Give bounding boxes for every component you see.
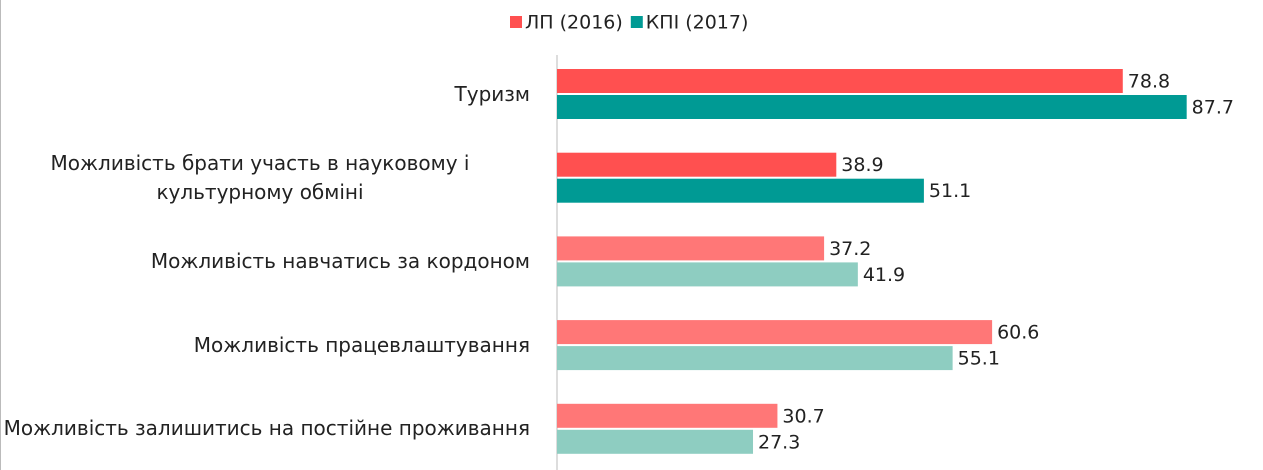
value-label: 51.1 <box>929 180 971 202</box>
bar <box>557 262 858 287</box>
value-label: 27.3 <box>758 431 800 453</box>
legend-swatch <box>510 16 522 28</box>
category-label: Можливість брати участь в науковому і ку… <box>50 150 470 204</box>
value-label: 30.7 <box>782 405 824 427</box>
bar <box>557 346 953 371</box>
legend-swatch <box>630 16 643 28</box>
bar <box>557 178 924 203</box>
category-label-box: Туризм <box>0 54 530 134</box>
value-label: 87.7 <box>1192 97 1234 119</box>
value-label: 78.8 <box>1128 71 1170 93</box>
category-label: Можливість навчатись за кордоном <box>150 248 530 273</box>
category-label-box: Можливість брати участь в науковому і ку… <box>0 138 530 218</box>
bar <box>557 152 837 177</box>
bar <box>557 429 754 454</box>
value-label: 60.6 <box>997 322 1039 344</box>
bar <box>557 320 993 345</box>
category-label-box: Можливість навчатись за кордоном <box>0 221 530 301</box>
bar <box>557 95 1187 119</box>
category-label: Туризм <box>454 81 530 106</box>
legend-label: КПІ (2017) <box>646 12 749 34</box>
category-label-box: Можливість залишитись на постійне прожив… <box>0 389 530 469</box>
value-label: 37.2 <box>829 238 871 260</box>
value-label: 55.1 <box>958 348 1000 370</box>
category-label: Можливість залишитись на постійне прожив… <box>3 416 530 441</box>
value-label: 41.9 <box>863 264 905 286</box>
category-label-box: Можливість працевлаштування <box>0 305 530 385</box>
legend-label: ЛП (2016) <box>525 12 623 34</box>
value-label: 38.9 <box>841 154 883 176</box>
bar <box>557 69 1123 93</box>
category-label: Можливість працевлаштування <box>193 332 530 357</box>
bar <box>557 236 825 261</box>
bar <box>557 403 778 428</box>
